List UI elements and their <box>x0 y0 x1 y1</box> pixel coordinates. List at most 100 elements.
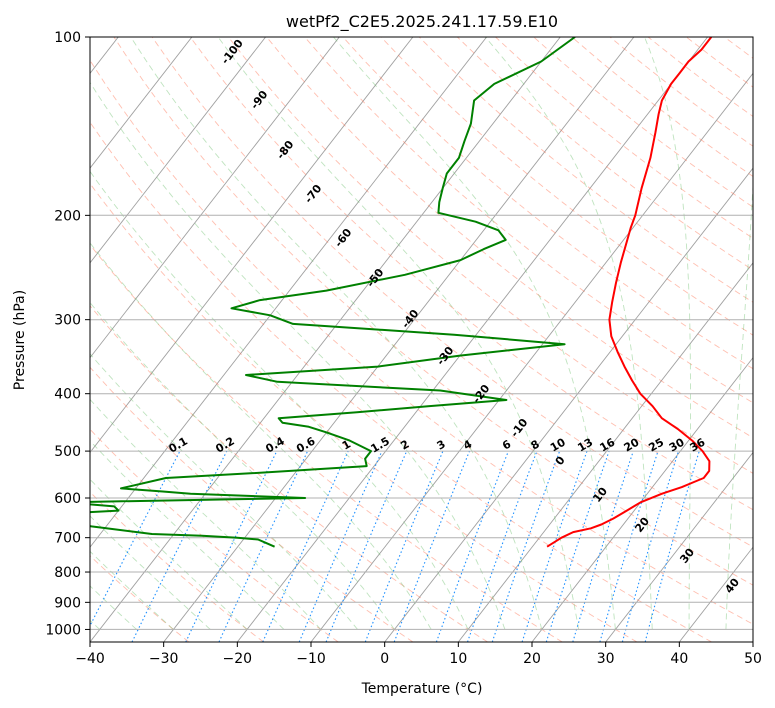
dry-adiabat-label: 40 <box>722 576 742 596</box>
dry-adiabat-line <box>189 37 753 511</box>
x-tick-label: −20 <box>223 651 253 667</box>
mixing-ratio-label: 25 <box>646 436 666 455</box>
temperature-profile-line <box>546 37 713 548</box>
dry-adiabat-line <box>90 366 414 642</box>
y-tick-label: 700 <box>54 531 81 547</box>
moist-adiabat-line <box>484 37 653 630</box>
dry-adiabat-line <box>647 37 753 118</box>
dewpoint-profile-line <box>90 37 576 548</box>
mixing-ratio-line <box>521 450 588 642</box>
dry-adiabat-line <box>763 37 775 642</box>
dry-adiabat-line <box>113 37 753 586</box>
isotherm-line <box>90 37 340 359</box>
dry-adiabat-line <box>90 121 712 642</box>
mixing-ratio-label: 6 <box>500 437 513 452</box>
y-tick-label: 100 <box>54 30 81 46</box>
mixing-ratio-label: 3 <box>435 438 448 453</box>
moist-adiabat-line <box>90 398 322 630</box>
line-labels: -100-90-80-70-60-50-40-30-20-10010203040… <box>166 37 742 596</box>
dry-adiabat-line <box>533 37 753 208</box>
mixing-ratio-line <box>298 450 383 642</box>
x-axis: −40 −30 −20 −10 0 10 20 30 40 50 <box>75 642 762 667</box>
mixing-ratio-line <box>599 450 659 642</box>
mixing-ratio-label: 2 <box>398 438 411 453</box>
dry-adiabat-line <box>90 59 753 625</box>
dry-adiabat-line <box>495 37 753 239</box>
x-axis-label: Temperature (°C) <box>361 681 483 697</box>
dry-adiabat-line <box>90 428 339 642</box>
dry-adiabat-label: 10 <box>590 485 610 505</box>
y-axis-label: Pressure (hPa) <box>12 290 28 390</box>
isotherm-line <box>236 37 708 642</box>
dry-adiabat-line <box>418 37 753 303</box>
dry-adiabat-line <box>90 491 264 642</box>
isotherm-line <box>90 37 414 454</box>
y-tick-label: 600 <box>54 491 81 507</box>
isotherm-line <box>752 641 753 642</box>
mixing-ratio-label: 0.4 <box>263 434 287 455</box>
dry-adiabat-line <box>90 305 488 642</box>
moist-adiabat-line <box>90 550 174 630</box>
dry-adiabat-line <box>90 243 563 642</box>
mixing-ratio-line <box>393 450 471 642</box>
moist-adiabat-line <box>90 515 211 630</box>
moist-adiabat-line <box>90 585 137 630</box>
dry-adiabat-line <box>90 182 638 642</box>
isotherm-line <box>90 37 561 642</box>
mixing-ratio-label: 13 <box>575 436 595 455</box>
dry-adiabat-label: -50 <box>364 266 387 290</box>
x-tick-label: −10 <box>296 651 326 667</box>
series-layer <box>90 37 713 548</box>
dry-adiabat-line <box>228 37 753 474</box>
moist-adiabat-line <box>725 177 753 630</box>
mixing-ratio-line <box>325 450 408 642</box>
dry-adiabat-label: 20 <box>632 515 652 535</box>
mixing-ratio-label: 4 <box>461 437 474 452</box>
background-lines <box>90 37 775 642</box>
moist-adiabat-line <box>217 37 580 630</box>
mixing-ratio-line <box>131 450 228 642</box>
dry-adiabat-label: -90 <box>248 88 271 112</box>
dry-adiabat-line <box>380 37 753 336</box>
plot-frame <box>89 36 754 643</box>
x-tick-label: −30 <box>149 651 179 667</box>
mixing-ratio-line <box>90 450 181 628</box>
mixing-ratio-line <box>621 450 680 642</box>
moist-adiabat-line <box>90 170 469 630</box>
x-tick-label: 0 <box>380 651 389 667</box>
x-tick-label: 50 <box>744 651 762 667</box>
dry-adiabat-label: 30 <box>677 546 697 566</box>
x-tick-label: 30 <box>597 651 615 667</box>
chart-title: wetPf2_C2E5.2025.241.17.59.E10 <box>286 12 558 32</box>
moist-adiabat-line <box>90 301 395 630</box>
isotherm-line <box>90 37 266 264</box>
mixing-ratio-line <box>572 450 634 642</box>
y-tick-label: 800 <box>54 565 81 581</box>
isotherm-line <box>384 167 753 642</box>
x-tick-label: 20 <box>523 651 541 667</box>
mixing-ratio-label: 1 <box>340 438 353 453</box>
x-tick-label: 40 <box>670 651 688 667</box>
moist-adiabat-line <box>644 37 691 630</box>
dry-adiabat-line <box>90 555 190 642</box>
isotherm-line <box>605 451 753 642</box>
dry-adiabat-line <box>304 37 753 404</box>
mixing-ratio-line <box>644 450 700 642</box>
mixing-ratio-label: 8 <box>529 438 542 453</box>
y-tick-label: 200 <box>54 208 81 224</box>
dry-adiabat-label: -70 <box>302 182 325 206</box>
dry-adiabat-line <box>686 37 753 88</box>
mixing-ratio-label: 30 <box>667 435 687 454</box>
mixing-ratio-line <box>364 450 444 642</box>
mixing-ratio-line <box>218 450 309 642</box>
pressure-grid <box>90 37 753 630</box>
moist-adiabat-line <box>90 478 248 630</box>
x-tick-label: 10 <box>449 651 467 667</box>
y-axis: 1000 900 800 700 600 500 400 300 200 100 <box>45 30 90 638</box>
mixing-ratio-label: 20 <box>622 435 642 454</box>
mixing-ratio-line <box>491 450 561 642</box>
dry-adiabat-label: -60 <box>332 226 355 250</box>
moist-adiabat-line <box>90 440 285 630</box>
moist-adiabat-line <box>333 37 616 630</box>
